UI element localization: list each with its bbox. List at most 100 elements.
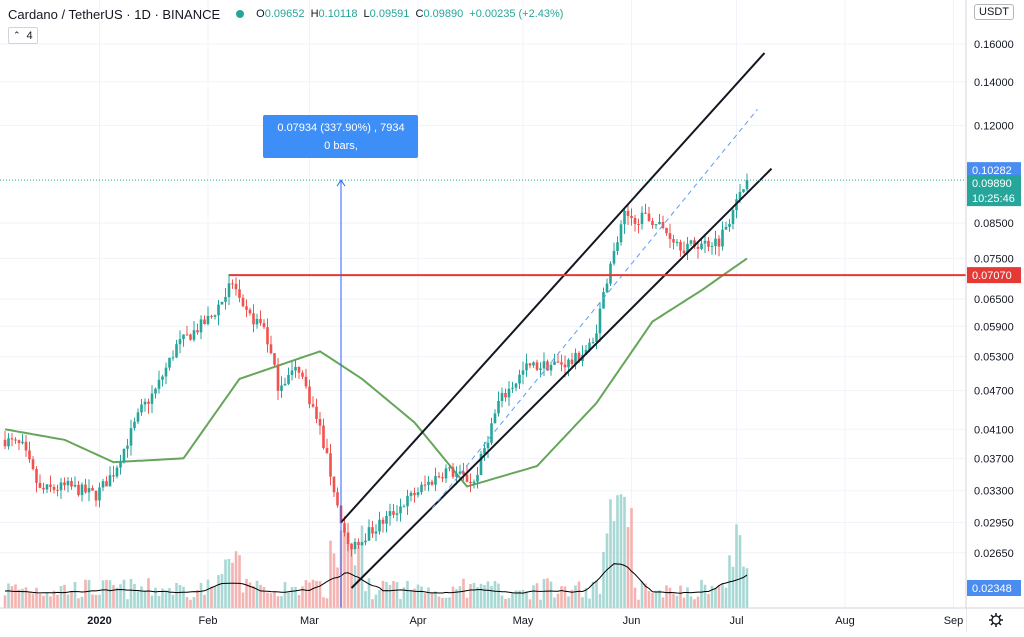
candle-body bbox=[52, 487, 56, 490]
candle-body bbox=[367, 527, 371, 541]
candle-body bbox=[665, 227, 668, 234]
volume-bar bbox=[682, 597, 686, 608]
candle-body bbox=[577, 352, 581, 362]
candle-body bbox=[609, 263, 612, 284]
candle-body bbox=[591, 341, 595, 343]
volume-bar bbox=[136, 591, 140, 608]
volume-bar bbox=[10, 586, 14, 608]
volume-bar bbox=[266, 592, 269, 608]
volume-bar bbox=[451, 586, 455, 608]
candle-body bbox=[290, 370, 294, 375]
candle-body bbox=[668, 233, 672, 240]
candle-body bbox=[98, 487, 101, 501]
volume-bar bbox=[441, 597, 444, 608]
candle-body bbox=[329, 453, 332, 477]
candle-body bbox=[308, 386, 311, 405]
volume-bar bbox=[175, 582, 178, 608]
volume-bar bbox=[52, 590, 56, 608]
price-tick-label: 0.14000 bbox=[974, 77, 1014, 89]
candle-body bbox=[178, 339, 182, 345]
currency-button[interactable]: USDT bbox=[974, 4, 1014, 20]
volume-bar bbox=[472, 582, 476, 608]
volume-bar bbox=[483, 585, 486, 608]
candle-body bbox=[682, 250, 686, 254]
price-tick-label: 0.08500 bbox=[974, 218, 1014, 230]
volume-bar bbox=[367, 578, 371, 608]
volume-bar bbox=[602, 551, 605, 608]
volume-bar bbox=[532, 585, 535, 608]
volume-bar bbox=[35, 587, 38, 608]
indicators-toggle[interactable]: ⌃ 4 bbox=[8, 27, 38, 44]
volume-bar bbox=[616, 495, 619, 608]
volume-bar bbox=[574, 585, 577, 608]
candle-body bbox=[56, 489, 59, 491]
candle-body bbox=[21, 441, 24, 444]
volume-bar bbox=[514, 590, 518, 608]
candle-body bbox=[493, 413, 497, 424]
volume-bar bbox=[329, 540, 332, 608]
candle-body bbox=[73, 484, 77, 487]
candle-body bbox=[458, 471, 462, 474]
volume-bar bbox=[679, 585, 682, 608]
price-tick-label: 0.12000 bbox=[974, 120, 1014, 132]
volume-bar bbox=[98, 594, 101, 608]
candle-body bbox=[171, 357, 175, 359]
price-axis-bg bbox=[966, 0, 1024, 608]
candle-body bbox=[199, 319, 203, 333]
symbol-title[interactable]: Cardano / TetherUS · 1D · BINANCE bbox=[8, 6, 221, 22]
candle-body bbox=[168, 357, 171, 368]
candle-body bbox=[731, 210, 735, 225]
volume-bar bbox=[21, 588, 24, 608]
volume-bar bbox=[647, 590, 651, 608]
low-label: L bbox=[363, 8, 370, 20]
volume-bar bbox=[700, 579, 703, 608]
volume-bar bbox=[31, 593, 35, 608]
volume-bar bbox=[91, 594, 94, 608]
volume-bar bbox=[570, 589, 574, 608]
candle-body bbox=[350, 544, 353, 550]
change-value: +0.00235 (+2.43%) bbox=[469, 8, 564, 20]
candle-body bbox=[616, 242, 619, 252]
volume-bar bbox=[581, 597, 584, 608]
close-value: 0.09890 bbox=[423, 8, 464, 20]
volume-bar bbox=[248, 582, 252, 608]
volume-bar bbox=[311, 579, 315, 608]
candle-body bbox=[322, 425, 325, 449]
candle-body bbox=[266, 327, 269, 345]
settings-icon[interactable] bbox=[989, 613, 1003, 627]
candle-body bbox=[31, 459, 35, 470]
candle-body bbox=[612, 251, 616, 264]
candle-body bbox=[675, 241, 679, 243]
volume-bar bbox=[122, 579, 126, 608]
candle-body bbox=[315, 406, 318, 419]
candle-body bbox=[672, 239, 675, 243]
candle-body bbox=[161, 376, 164, 380]
candle-body bbox=[276, 364, 280, 391]
volume-bar bbox=[637, 599, 640, 608]
volume-bar bbox=[38, 593, 42, 608]
volume-bar bbox=[493, 581, 497, 608]
volume-bar bbox=[17, 589, 21, 608]
candle-body bbox=[539, 368, 542, 370]
volume-bar bbox=[542, 579, 546, 608]
volume-bar bbox=[434, 591, 437, 608]
volume-bar bbox=[553, 597, 556, 608]
candle-body bbox=[227, 283, 231, 298]
open-value: 0.09652 bbox=[264, 8, 305, 20]
candle-body bbox=[497, 401, 500, 414]
candle-body bbox=[434, 476, 437, 485]
volume-bar bbox=[126, 599, 129, 608]
candle-body bbox=[623, 210, 626, 225]
candle-body bbox=[504, 393, 507, 398]
volume-bar bbox=[164, 592, 168, 608]
time-tick-label: Jun bbox=[623, 615, 641, 627]
volume-bar bbox=[94, 594, 98, 608]
volume-bar bbox=[588, 598, 591, 608]
candle-body bbox=[87, 488, 91, 493]
candle-body bbox=[738, 192, 742, 200]
candle-body bbox=[402, 506, 406, 508]
candle-body bbox=[399, 506, 402, 514]
volume-bar bbox=[101, 580, 105, 608]
